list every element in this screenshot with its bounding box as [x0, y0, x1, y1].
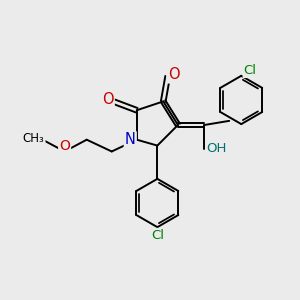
Text: OH: OH — [207, 142, 227, 155]
Text: O: O — [59, 139, 70, 153]
Text: O: O — [102, 92, 114, 107]
Text: N: N — [125, 132, 136, 147]
Text: Cl: Cl — [151, 229, 164, 242]
Text: O: O — [168, 68, 179, 82]
Text: CH₃: CH₃ — [23, 132, 45, 145]
Text: Cl: Cl — [244, 64, 256, 77]
